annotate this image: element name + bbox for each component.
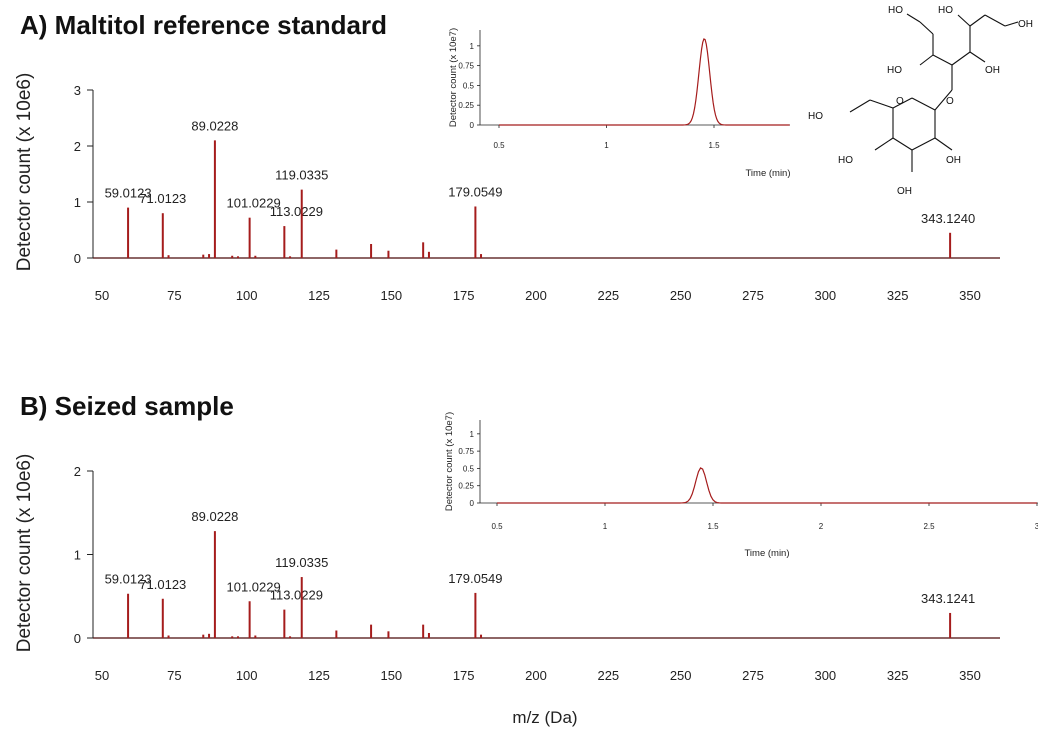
y-tick-label: 3 [74, 83, 81, 98]
x-tick-label: 200 [525, 668, 547, 683]
structure-label: O [896, 96, 904, 107]
x-tick-label: 75 [167, 288, 181, 303]
structure-label: O [946, 96, 954, 107]
x-tick-label: 175 [453, 288, 475, 303]
structure-label: HO [938, 5, 953, 16]
x-tick-label: 275 [742, 668, 764, 683]
panel-b-ylabel: Detector count (x 10e6) [14, 454, 35, 653]
x-tick-label: 275 [742, 288, 764, 303]
inset-y-tick-label: 0 [470, 499, 475, 508]
inset-x-tick-label: 1.5 [707, 522, 719, 531]
peak-label: 119.0335 [275, 555, 328, 570]
inset-y-tick-label: 1 [470, 42, 475, 51]
peak-label: 179.0549 [448, 571, 502, 586]
x-tick-label: 250 [670, 668, 692, 683]
y-tick-label: 2 [74, 139, 81, 154]
x-tick-label: 325 [887, 288, 909, 303]
chromatogram-trace [499, 38, 790, 126]
structure-label: OH [946, 155, 961, 166]
x-tick-label: 300 [814, 668, 836, 683]
inset-x-tick-label: 0.5 [493, 141, 505, 150]
inset-ylabel: Detector count (x 10e7) [448, 28, 459, 127]
x-tick-label: 50 [95, 668, 109, 683]
x-tick-label: 350 [959, 668, 981, 683]
x-tick-label: 200 [525, 288, 547, 303]
inset-y-tick-label: 0.5 [463, 81, 475, 90]
inset-x-tick-label: 1.5 [708, 141, 720, 150]
x-tick-label: 325 [887, 668, 909, 683]
panel-b-chromatogram-inset: 0 0.25 0.5 0.75 1 0.5 1 1.5 2 2.5 3 Detector count … [444, 412, 1038, 559]
x-tick-label: 150 [380, 668, 402, 683]
peak-label: 113.0229 [270, 204, 323, 219]
inset-x-tick-label: 2.5 [923, 522, 935, 531]
peak-label: 59.0123 [105, 572, 152, 587]
x-tick-label: 225 [597, 288, 619, 303]
panel-a-chromatogram-inset: 0 0.25 0.5 0.75 1 0.5 1 1.5 Detector count (x 10… [448, 28, 791, 179]
x-tick-label: 350 [959, 288, 981, 303]
x-tick-label: 50 [95, 288, 109, 303]
y-tick-label: 1 [74, 195, 81, 210]
y-tick-label: 2 [74, 464, 81, 479]
structure-label: HO [808, 111, 823, 122]
x-tick-label: 250 [670, 288, 692, 303]
y-tick-label: 0 [74, 251, 81, 266]
inset-x-tick-label: 1 [604, 141, 609, 150]
chromatogram-trace [497, 467, 1037, 504]
structure-label: HO [888, 5, 903, 16]
peak-label: 101.0229 [227, 196, 281, 211]
inset-y-tick-label: 0.75 [458, 447, 474, 456]
inset-x-tick-label: 2 [819, 522, 824, 531]
x-tick-label: 125 [308, 288, 330, 303]
x-tick-label: 125 [308, 668, 330, 683]
x-tick-label: 100 [236, 288, 258, 303]
panel-a-ylabel: Detector count (x 10e6) [14, 73, 35, 272]
panel-b-title: B) Seized sample [20, 391, 234, 421]
inset-y-tick-label: 0.25 [458, 482, 474, 491]
inset-x-tick-label: 1 [603, 522, 608, 531]
panel-a-title: A) Maltitol reference standard [20, 10, 387, 40]
peak-label: 71.0123 [139, 577, 186, 592]
structure-label: OH [897, 186, 912, 197]
inset-y-tick-label: 1 [470, 430, 475, 439]
inset-ylabel: Detector count (x 10e7) [444, 412, 455, 511]
x-tick-label: 175 [453, 668, 475, 683]
peak-label: 343.1241 [921, 591, 975, 606]
peak-label: 343.1240 [921, 211, 975, 226]
maltitol-structure [849, 13, 1019, 172]
peak-label: 179.0549 [448, 184, 502, 199]
y-tick-label: 1 [74, 548, 81, 563]
x-tick-label: 75 [167, 668, 181, 683]
structure-label: OH [1018, 19, 1033, 30]
peak-label: 59.0123 [105, 186, 152, 201]
peak-label: 71.0123 [139, 191, 186, 206]
y-tick-label: 0 [74, 631, 81, 646]
inset-y-tick-label: 0.25 [458, 101, 474, 110]
inset-x-tick-label: 0.5 [491, 522, 503, 531]
panel-b-xlabel: m/z (Da) [512, 708, 577, 727]
x-tick-label: 300 [814, 288, 836, 303]
peak-label: 119.0335 [275, 168, 328, 183]
x-tick-label: 150 [380, 288, 402, 303]
inset-x-tick-label: 3 [1035, 522, 1038, 531]
structure-label: HO [838, 155, 853, 166]
inset-xlabel: Time (min) [745, 168, 790, 179]
inset-xlabel: Time (min) [744, 548, 789, 559]
peak-label: 89.0228 [191, 118, 238, 133]
peak-label: 101.0229 [227, 579, 281, 594]
inset-y-tick-label: 0.5 [463, 464, 475, 473]
x-tick-label: 225 [597, 668, 619, 683]
inset-y-tick-label: 0 [470, 121, 475, 130]
structure-label: OH [985, 65, 1000, 76]
structure-label: HO [887, 65, 902, 76]
peak-label: 113.0229 [270, 588, 323, 603]
inset-y-tick-label: 0.75 [458, 62, 474, 71]
peak-label: 89.0228 [191, 509, 238, 524]
x-tick-label: 100 [236, 668, 258, 683]
maltitol-structure-labels: HO HO OH HO OH HO O O HO OH OH [808, 5, 1033, 197]
